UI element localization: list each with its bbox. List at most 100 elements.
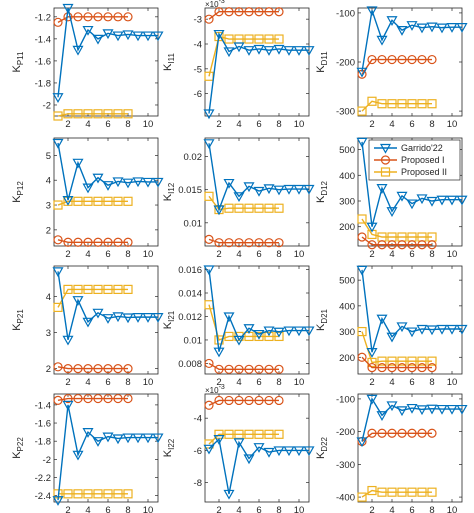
x-tick-label: 2 bbox=[369, 249, 374, 260]
data-point bbox=[73, 109, 83, 119]
data-point bbox=[113, 364, 123, 374]
series-line bbox=[208, 11, 279, 20]
data-point bbox=[224, 429, 234, 439]
data-point bbox=[283, 184, 295, 195]
data-point bbox=[83, 284, 93, 294]
y-axis-label-main: K bbox=[315, 195, 327, 203]
series-line bbox=[361, 489, 432, 498]
series-line bbox=[208, 238, 279, 244]
data-point bbox=[72, 158, 84, 169]
y-axis-label-main: K bbox=[11, 64, 23, 72]
x-tick-label: 4 bbox=[389, 505, 394, 513]
data-point bbox=[73, 196, 83, 206]
data-point bbox=[213, 435, 225, 445]
data-point bbox=[102, 181, 114, 191]
data-point bbox=[387, 99, 397, 109]
data-point bbox=[456, 195, 468, 206]
data-point bbox=[293, 184, 305, 195]
data-point bbox=[407, 54, 417, 65]
data-point bbox=[407, 356, 417, 366]
series-line bbox=[57, 271, 158, 340]
y-tick-label: -300 bbox=[336, 460, 355, 471]
y-tick-label: 500 bbox=[339, 145, 355, 156]
series-line bbox=[361, 331, 432, 364]
data-point bbox=[377, 487, 387, 497]
data-point bbox=[204, 358, 214, 369]
data-point bbox=[254, 238, 264, 248]
data-point bbox=[234, 203, 244, 213]
x-tick-label: 10 bbox=[143, 119, 154, 130]
y-tick-label: 0.012 bbox=[178, 312, 202, 323]
data-point bbox=[112, 31, 124, 42]
data-point bbox=[83, 393, 93, 404]
data-point bbox=[357, 352, 367, 362]
data-point bbox=[426, 325, 438, 336]
legend-label: Proposed II bbox=[401, 167, 447, 177]
x-tick-label: 6 bbox=[256, 249, 261, 260]
data-point bbox=[386, 207, 398, 218]
data-point bbox=[92, 34, 104, 45]
data-point bbox=[93, 237, 103, 247]
data-point bbox=[243, 46, 255, 56]
series-proposed-i bbox=[357, 54, 437, 79]
data-point bbox=[62, 195, 74, 206]
y-tick-label: 0.015 bbox=[178, 185, 202, 196]
series-proposed-i bbox=[204, 7, 284, 24]
y-axis-label-main: K bbox=[315, 451, 327, 459]
data-point bbox=[93, 489, 103, 499]
y-tick-label: 200 bbox=[339, 353, 355, 364]
data-point bbox=[303, 46, 315, 56]
data-point bbox=[102, 29, 114, 40]
legend: Garrido'22 Proposed I Proposed II bbox=[368, 139, 461, 181]
data-point bbox=[367, 96, 377, 106]
data-point bbox=[386, 401, 398, 412]
subplot-i11: 2 4 6 8 10 -6 -5 -4 -3×10-3 KI11 bbox=[162, 0, 315, 130]
x-tick-label: 2 bbox=[216, 249, 221, 260]
series-proposed-i bbox=[357, 352, 437, 373]
data-point bbox=[103, 109, 113, 119]
data-point bbox=[416, 324, 428, 335]
data-point bbox=[123, 237, 133, 247]
data-point bbox=[367, 357, 377, 368]
data-point bbox=[264, 203, 274, 213]
legend-label: Garrido'22 bbox=[401, 143, 443, 153]
series-proposed-ii bbox=[53, 196, 133, 210]
y-axis-label: KP12 bbox=[11, 181, 25, 203]
data-point bbox=[397, 362, 407, 373]
y-exponent-power: -3 bbox=[219, 0, 225, 5]
y-axis-label-sub: P12 bbox=[16, 181, 25, 196]
y-tick-label: -1.8 bbox=[35, 78, 51, 89]
data-point bbox=[407, 487, 417, 497]
data-point bbox=[214, 364, 224, 374]
data-point bbox=[112, 312, 124, 323]
x-tick-label: 8 bbox=[276, 505, 281, 513]
data-point bbox=[377, 362, 387, 373]
data-point bbox=[367, 362, 377, 373]
data-point bbox=[63, 284, 73, 294]
data-point bbox=[213, 29, 225, 40]
y-axis-label-sub: I21 bbox=[167, 310, 176, 322]
y-axis-label: KP22 bbox=[11, 437, 25, 459]
data-point bbox=[203, 139, 215, 150]
series-garrido-22 bbox=[52, 267, 164, 346]
x-tick-label: 4 bbox=[85, 249, 90, 260]
data-point bbox=[243, 324, 255, 334]
data-point bbox=[224, 364, 234, 374]
data-point bbox=[123, 489, 133, 499]
data-point bbox=[214, 31, 224, 42]
series-proposed-ii bbox=[53, 284, 133, 312]
y-tick-label: 0.008 bbox=[178, 359, 202, 370]
data-point bbox=[73, 237, 83, 247]
data-point bbox=[62, 400, 74, 411]
data-point bbox=[436, 404, 448, 415]
data-point bbox=[234, 238, 244, 248]
y-axis-label-sub: D22 bbox=[320, 436, 329, 451]
data-point bbox=[73, 364, 83, 374]
data-point bbox=[366, 6, 378, 17]
series-proposed-i bbox=[204, 358, 284, 374]
series-line bbox=[361, 356, 432, 369]
subplot-p11: 2 4 6 8 10 -2 -1.8 -1.6 -1.4 -1.2 KP11 bbox=[11, 3, 164, 130]
data-point bbox=[113, 196, 123, 206]
data-point bbox=[377, 54, 387, 65]
